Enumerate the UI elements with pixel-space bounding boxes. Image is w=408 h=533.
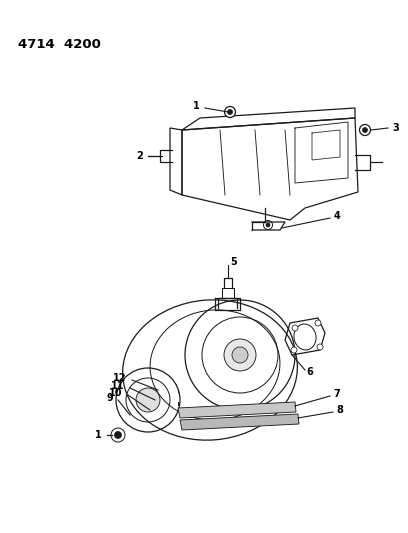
Text: 8: 8 (336, 405, 343, 415)
Text: 5: 5 (230, 257, 237, 267)
Text: 7: 7 (333, 389, 340, 399)
Circle shape (317, 344, 323, 350)
Text: 1: 1 (193, 101, 200, 111)
Circle shape (228, 109, 233, 115)
Text: 11: 11 (111, 381, 124, 391)
Text: 4714  4200: 4714 4200 (18, 38, 101, 51)
Circle shape (359, 125, 370, 135)
Circle shape (291, 347, 297, 353)
Text: 10: 10 (109, 388, 122, 398)
Text: 12: 12 (113, 373, 126, 383)
Circle shape (115, 432, 122, 439)
Text: 1: 1 (95, 430, 102, 440)
Circle shape (315, 320, 321, 326)
Text: 4: 4 (334, 211, 341, 221)
Polygon shape (180, 414, 299, 430)
Circle shape (292, 325, 298, 331)
Circle shape (362, 127, 368, 133)
Text: 9: 9 (106, 393, 113, 403)
Circle shape (224, 107, 235, 117)
Polygon shape (178, 402, 296, 418)
Text: 2: 2 (136, 151, 143, 161)
Circle shape (264, 221, 273, 230)
Circle shape (136, 388, 160, 412)
Circle shape (111, 428, 125, 442)
Circle shape (232, 347, 248, 363)
Text: 3: 3 (392, 123, 399, 133)
Text: 6: 6 (306, 367, 313, 377)
Circle shape (266, 223, 270, 227)
Circle shape (224, 339, 256, 371)
